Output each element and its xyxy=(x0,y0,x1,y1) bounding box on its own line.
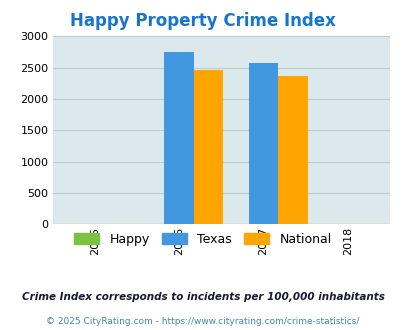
Bar xyxy=(248,63,277,224)
Bar xyxy=(194,70,223,224)
Legend: Happy, Texas, National: Happy, Texas, National xyxy=(69,228,336,251)
Bar xyxy=(164,52,194,224)
Text: © 2025 CityRating.com - https://www.cityrating.com/crime-statistics/: © 2025 CityRating.com - https://www.city… xyxy=(46,317,359,326)
Text: Happy Property Crime Index: Happy Property Crime Index xyxy=(70,12,335,30)
Text: Crime Index corresponds to incidents per 100,000 inhabitants: Crime Index corresponds to incidents per… xyxy=(21,292,384,302)
Bar xyxy=(277,77,307,224)
